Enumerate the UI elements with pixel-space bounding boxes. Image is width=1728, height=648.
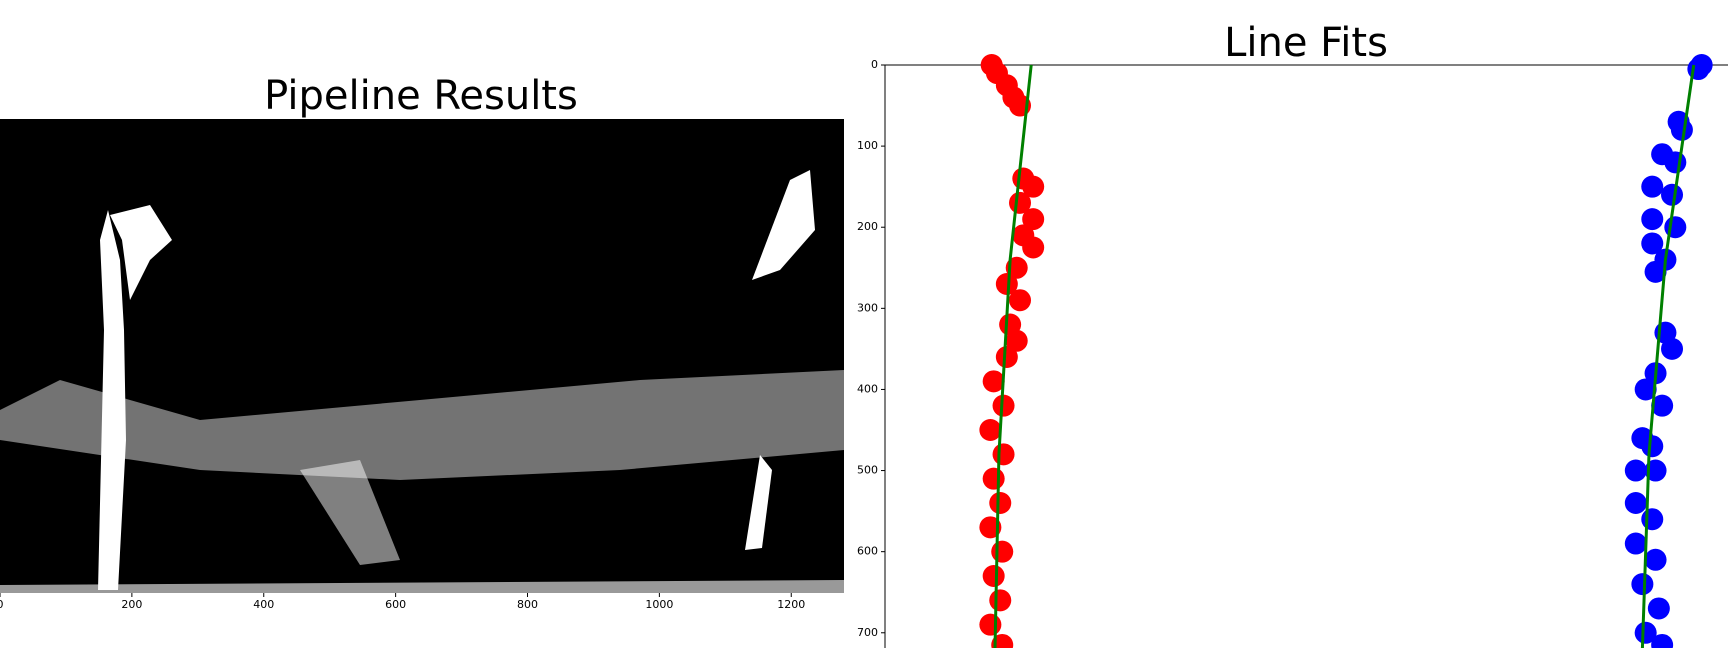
y-tick-label: 700 — [857, 626, 878, 639]
y-tick-label: 100 — [857, 139, 878, 152]
x-tick-label: 400 — [253, 598, 274, 611]
scatter-point — [1634, 621, 1657, 644]
lane-pixels — [98, 210, 126, 590]
scatter-point — [982, 370, 1005, 393]
fit-line — [993, 64, 1033, 648]
scatter-point — [1631, 573, 1654, 596]
scatter-point — [982, 565, 1005, 587]
noise-pixels — [752, 170, 815, 280]
x-tick-label: 200 — [121, 598, 142, 611]
scatter-point — [1647, 597, 1670, 620]
x-tick-label: 0 — [0, 598, 4, 611]
y-tick-label: 500 — [857, 464, 878, 477]
y-tick-label: 600 — [857, 545, 878, 558]
noise-pixels — [0, 370, 844, 480]
scatter-point — [1644, 260, 1667, 283]
scatter-point — [1644, 548, 1667, 571]
scatter-point — [1661, 337, 1684, 360]
y-tick-label: 0 — [871, 58, 878, 71]
y-tick-label: 200 — [857, 220, 878, 233]
noise-pixels — [300, 460, 400, 565]
x-tick-label: 800 — [517, 598, 538, 611]
scatter-point — [1624, 492, 1647, 514]
scatter-point — [992, 394, 1015, 417]
x-tick-label: 1200 — [777, 598, 805, 611]
scatter-point — [979, 419, 1002, 441]
x-tick-label: 600 — [385, 598, 406, 611]
scatter-point — [1624, 532, 1647, 555]
scatter-point — [1641, 175, 1664, 198]
scatter-point — [1009, 289, 1032, 312]
scatter-point — [1022, 175, 1045, 198]
scatter-point — [979, 613, 1002, 636]
scatter-point — [1651, 633, 1674, 648]
scatter-point — [982, 467, 1005, 490]
y-tick-label: 300 — [857, 301, 878, 314]
scatter-point — [995, 273, 1018, 295]
x-tick-label: 1000 — [645, 598, 673, 611]
scatter-point — [1641, 435, 1664, 458]
scatter-point — [1664, 151, 1687, 174]
scatter-point — [1641, 508, 1664, 531]
scatter-point — [1641, 208, 1664, 231]
fit-line — [1640, 64, 1696, 648]
chart-title: Pipeline Results — [264, 73, 578, 119]
scatter-point — [991, 540, 1014, 563]
noise-pixels — [0, 580, 844, 593]
scatter-point — [991, 633, 1014, 648]
scatter-point — [995, 346, 1018, 368]
lane-pixels — [110, 205, 172, 300]
scatter-point — [1005, 329, 1028, 352]
scatter-point — [989, 589, 1012, 612]
chart-title: Line Fits — [1224, 20, 1388, 66]
lane-pixels — [745, 455, 772, 550]
scatter-point — [1022, 208, 1045, 231]
image-background — [0, 119, 844, 593]
scatter-point — [1624, 459, 1647, 482]
scatter-point — [1651, 394, 1674, 417]
scatter-point — [989, 492, 1012, 514]
scatter-point — [1634, 378, 1657, 401]
y-tick-label: 400 — [857, 382, 878, 395]
scatter-point — [1661, 183, 1684, 206]
scatter-point — [1022, 236, 1045, 259]
binary-image — [0, 119, 844, 593]
scatter-point — [1641, 232, 1664, 255]
scatter-point — [992, 443, 1015, 466]
scatter-point — [1670, 118, 1693, 141]
